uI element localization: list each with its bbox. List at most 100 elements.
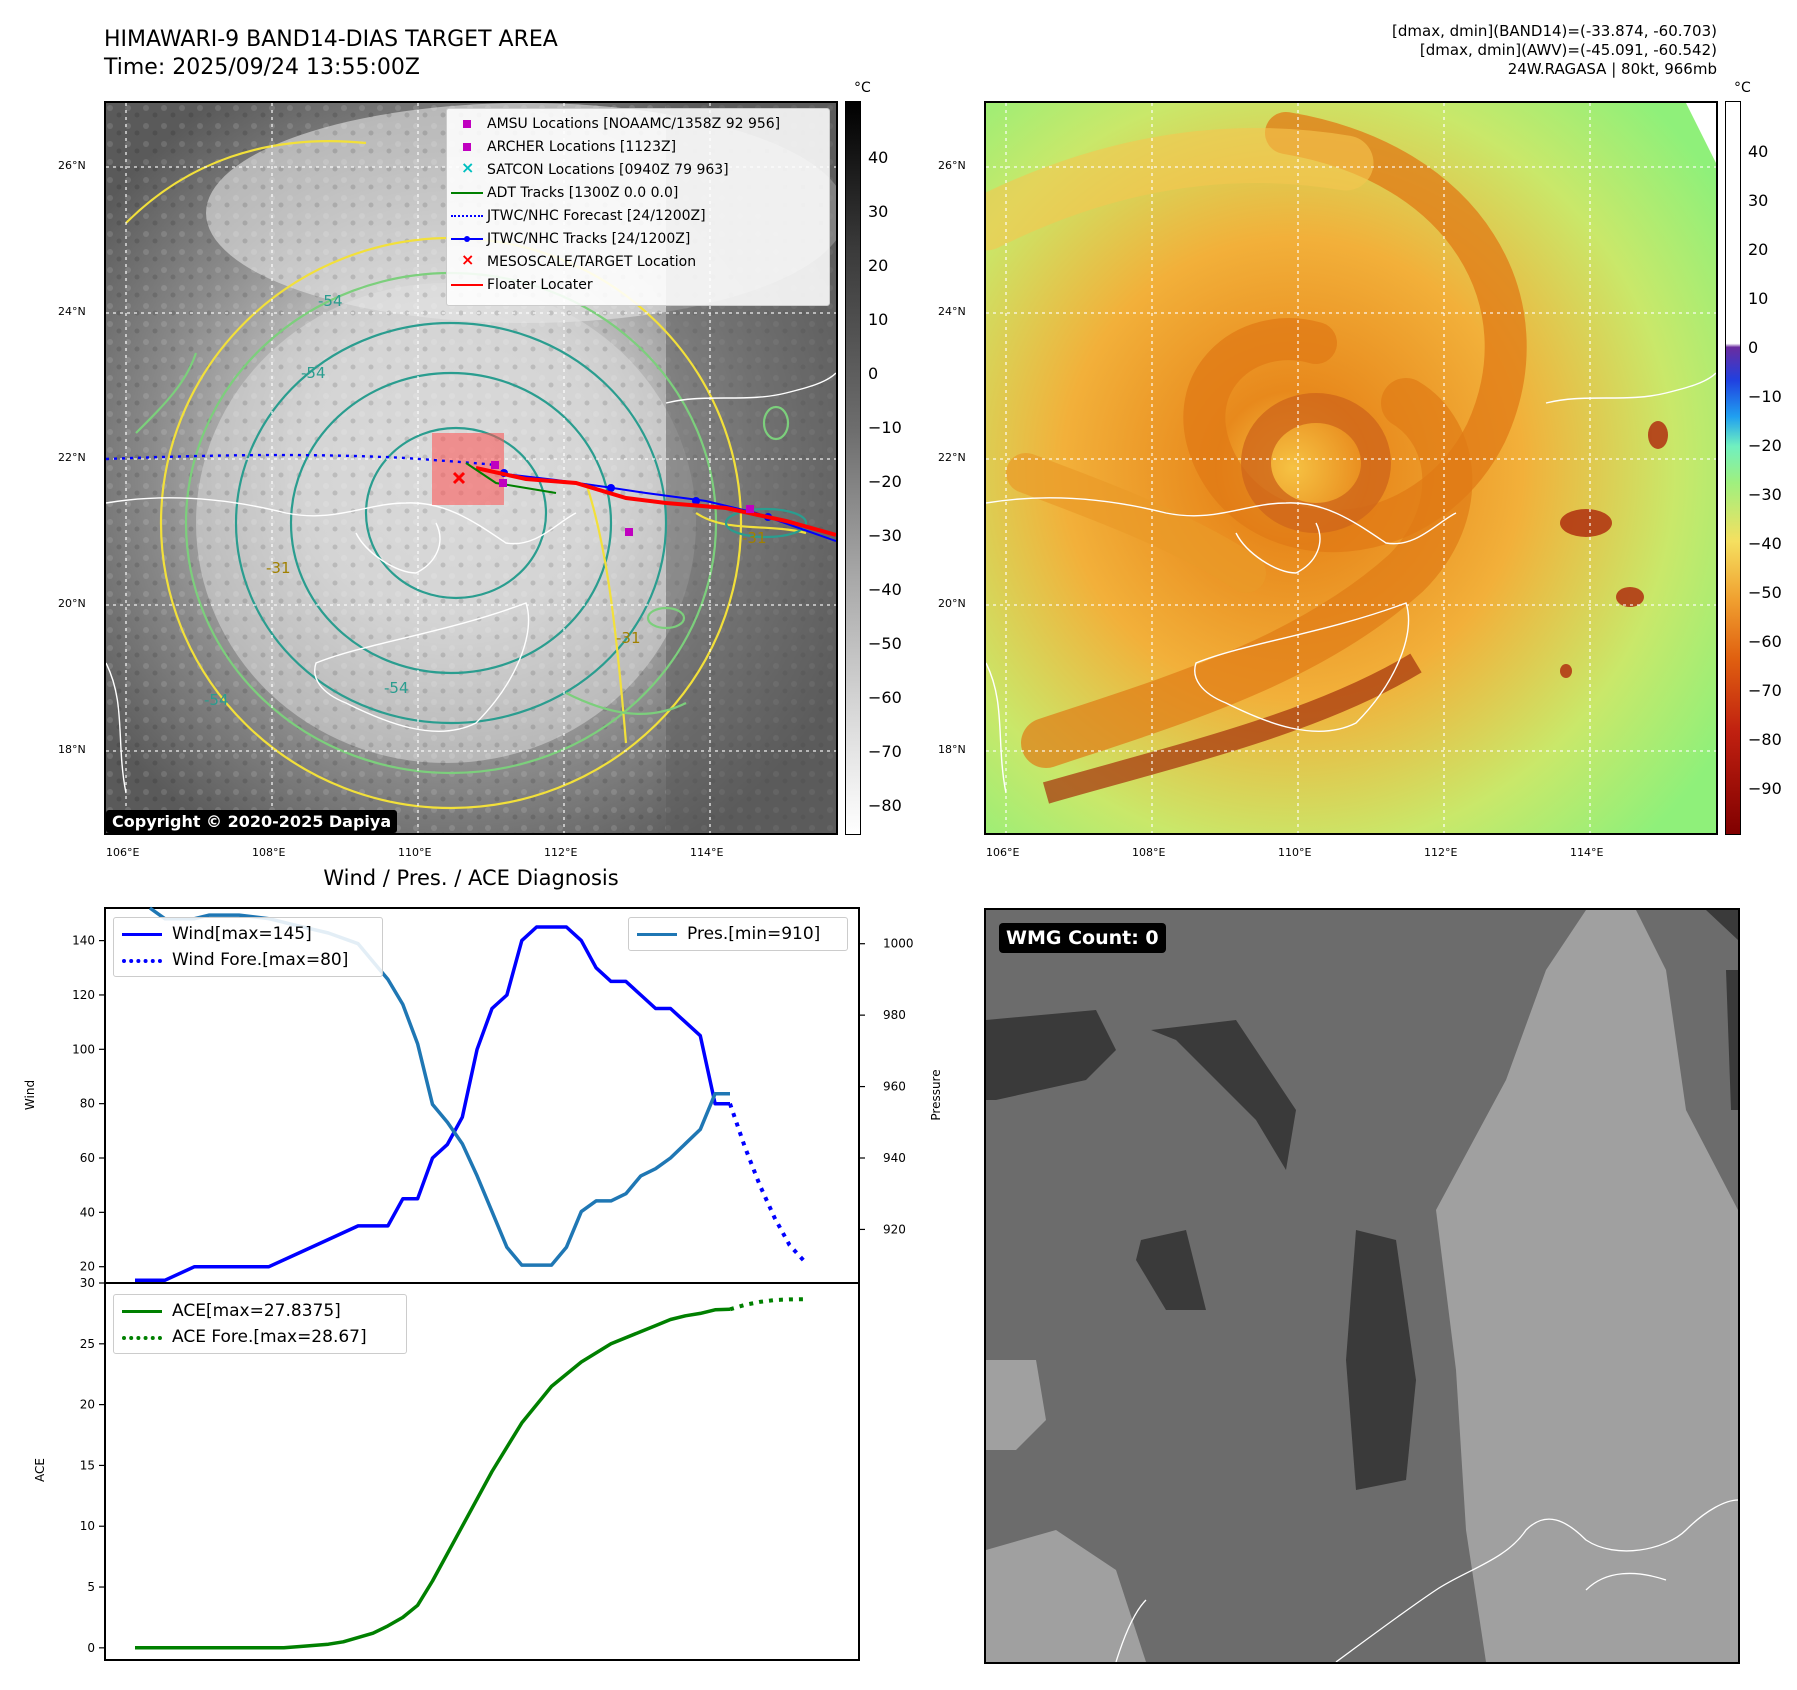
legend-label: ACE[max=27.8375] — [172, 1301, 341, 1321]
ir-cbar-tick: −70 — [868, 742, 902, 761]
ir-lat-tick: 26°N — [58, 159, 86, 172]
legend-wind: Wind[max=145] — [114, 922, 312, 946]
storm-info-line1: [dmax, dmin](BAND14)=(-33.874, -60.703) — [1392, 22, 1717, 40]
ir-cbar-tick: 30 — [868, 202, 889, 221]
awv-colorbar-unit: °C — [1734, 80, 1751, 96]
solid-line-icon — [447, 182, 487, 204]
dotted-line-icon — [114, 948, 172, 972]
x-marker-icon: × — [461, 158, 475, 177]
legend-label: AMSU Locations [NOAAMC/1358Z 92 956] — [487, 116, 781, 132]
y-tick-label: 940 — [883, 1151, 906, 1165]
y-tick-label: 920 — [883, 1222, 906, 1236]
solid-line-icon — [114, 922, 172, 946]
awv-lon-tick: 106°E — [986, 846, 1020, 859]
contour-label: -54 — [301, 364, 326, 382]
figure-title: HIMAWARI-9 BAND14-DIAS TARGET AREA Time:… — [104, 26, 558, 82]
awv-cbar-tick: 0 — [1748, 338, 1759, 357]
ir-colorbar-unit: °C — [854, 80, 871, 96]
awv-cbar-tick: 20 — [1748, 240, 1769, 259]
legend-label: MESOSCALE/TARGET Location — [487, 254, 697, 270]
y-tick-label: 0 — [87, 1641, 95, 1655]
ace-legend: ACE[max=27.8375] ACE Fore.[max=28.67] — [113, 1294, 407, 1354]
ir-cbar-tick: 40 — [868, 148, 889, 167]
legend-mesoscale: × MESOSCALE/TARGET Location — [447, 250, 697, 273]
ir-lon-tick: 114°E — [690, 846, 724, 859]
y-tick-label: 980 — [883, 1008, 906, 1022]
awv-cbar-tick: −80 — [1748, 730, 1782, 749]
awv-cbar-tick: −50 — [1748, 583, 1782, 602]
legend-ace: ACE[max=27.8375] — [114, 1299, 341, 1323]
ir-lat-tick: 20°N — [58, 597, 86, 610]
y-tick-label: 20 — [80, 1398, 95, 1412]
legend-label: Wind[max=145] — [172, 924, 312, 944]
solid-line-icon — [629, 922, 687, 946]
legend-label: Pres.[min=910] — [687, 924, 821, 944]
copyright-badge: Copyright © 2020-2025 Dapiya — [106, 810, 398, 833]
awv-cbar-tick: −90 — [1748, 779, 1782, 798]
pressure-legend: Pres.[min=910] — [628, 917, 848, 951]
legend-ace-forecast: ACE Fore.[max=28.67] — [114, 1325, 367, 1349]
legend-floater: Floater Locater — [447, 274, 593, 296]
dotted-line-icon — [114, 1325, 172, 1349]
solid-line-icon — [114, 1299, 172, 1323]
dotted-line-icon — [447, 205, 487, 227]
ir-lon-tick: 106°E — [106, 846, 140, 859]
awv-map-gridlines — [986, 103, 1716, 833]
y-tick-label: 20 — [80, 1260, 95, 1274]
y-tick-label: 1000 — [883, 937, 914, 951]
awv-lon-tick: 112°E — [1424, 846, 1458, 859]
figure-title-line2: Time: 2025/09/24 13:55:00Z — [104, 55, 420, 80]
ace-line — [135, 1307, 731, 1650]
ace-axes-frame — [104, 1282, 860, 1661]
legend-label: Floater Locater — [487, 277, 593, 293]
ir-contour-labels: -54 -54 -54 -31 -31 -31 -54 — [204, 292, 767, 709]
legend-archer: ARCHER Locations [1123Z] — [447, 136, 676, 158]
awv-cbar-tick: 40 — [1748, 142, 1769, 161]
ace-axis-label: ACE — [33, 1458, 47, 1482]
square-marker-icon — [447, 136, 487, 158]
legend-jtwc-tracks: JTWC/NHC Tracks [24/1200Z] — [447, 228, 690, 250]
ir-cbar-tick: −30 — [868, 526, 902, 545]
wmg-count-badge: WMG Count: 0 — [999, 923, 1166, 953]
storm-info: [dmax, dmin](BAND14)=(-33.874, -60.703) … — [1392, 22, 1717, 79]
y-tick-label: 40 — [80, 1205, 95, 1219]
awv-map-panel — [984, 101, 1718, 835]
ir-cbar-tick: −60 — [868, 688, 902, 707]
awv-lat-tick: 24°N — [938, 305, 966, 318]
legend-satcon: × SATCON Locations [0940Z 79 963] — [447, 158, 729, 181]
legend-label: JTWC/NHC Forecast [24/1200Z] — [487, 208, 706, 224]
legend-label: JTWC/NHC Tracks [24/1200Z] — [487, 231, 691, 247]
y-tick-label: 140 — [72, 934, 95, 948]
awv-lon-tick: 108°E — [1132, 846, 1166, 859]
legend-label: ACE Fore.[max=28.67] — [172, 1327, 367, 1347]
awv-map-image — [986, 103, 1716, 833]
wmg-panel: WMG Count: 0 — [984, 908, 1740, 1664]
legend-wind-forecast: Wind Fore.[max=80] — [114, 948, 348, 972]
legend-label: SATCON Locations [0940Z 79 963] — [487, 162, 729, 178]
adt-track — [465, 462, 557, 494]
wind-axis-ticks: 140 120 100 80 60 40 20 — [72, 934, 105, 1274]
ir-lon-tick: 112°E — [544, 846, 578, 859]
ir-map-panel: -54 -54 -54 -31 -31 -31 -54 AMSU Locatio… — [104, 101, 838, 835]
contour-label: -54 — [318, 292, 343, 310]
square-marker-icon — [447, 113, 487, 135]
diagnosis-lines — [135, 906, 806, 1650]
awv-cbar-tick: −10 — [1748, 387, 1782, 406]
ir-cbar-tick: −10 — [868, 418, 902, 437]
awv-lat-tick: 26°N — [938, 159, 966, 172]
y-tick-label: 60 — [80, 1151, 95, 1165]
ir-cbar-tick: −50 — [868, 634, 902, 653]
y-tick-label: 15 — [80, 1458, 95, 1472]
awv-cbar-tick: −20 — [1748, 436, 1782, 455]
mesoscale-target-marker — [452, 471, 466, 485]
wind-line — [135, 925, 730, 1283]
legend-pressure: Pres.[min=910] — [629, 922, 820, 946]
ir-lon-tick: 110°E — [398, 846, 432, 859]
awv-colorbar — [1725, 101, 1741, 835]
floater-locater-track — [475, 466, 836, 537]
line-dot-icon — [447, 228, 487, 250]
legend-adt: ADT Tracks [1300Z 0.0 0.0] — [447, 182, 678, 204]
legend-label: ARCHER Locations [1123Z] — [487, 139, 677, 155]
solid-line-icon — [447, 274, 487, 296]
